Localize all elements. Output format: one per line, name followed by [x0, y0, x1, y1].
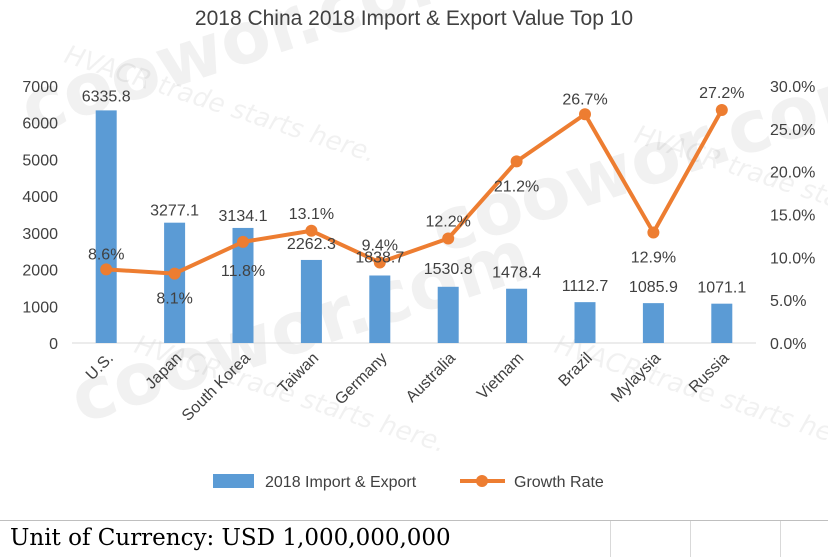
x-category-label: Brazil: [556, 350, 596, 390]
growth-data-label: 12.9%: [631, 249, 676, 266]
y-right-tick-label: 5.0%: [770, 293, 806, 310]
bar: [95, 110, 117, 344]
x-category-label: Mylaysia: [608, 350, 664, 406]
bar-data-label: 1478.4: [492, 265, 541, 282]
growth-rate-point: [647, 226, 660, 239]
bar-data-label: 1085.9: [629, 279, 678, 296]
growth-rate-point: [510, 155, 523, 168]
bar: [642, 303, 664, 343]
growth-data-label: 26.7%: [562, 91, 607, 108]
legend-bar-swatch: [213, 474, 254, 488]
growth-rate-point: [715, 103, 728, 116]
cell-divider: [610, 521, 611, 557]
growth-rate-point: [305, 224, 318, 237]
bar-data-label: 1112.7: [562, 278, 609, 295]
y-right-tick-label: 0.0%: [770, 336, 806, 353]
bar: [574, 302, 596, 343]
bar-data-label: 1071.1: [697, 280, 746, 297]
bar-data-label: 1838.7: [355, 249, 404, 266]
growth-data-label: 13.1%: [289, 206, 334, 223]
bar-data-label: 3134.1: [219, 208, 268, 225]
y-left-tick-label: 2000: [22, 263, 58, 280]
bar-data-label: 1530.8: [424, 261, 473, 278]
y-left-tick-label: 1000: [22, 299, 58, 316]
bar: [164, 222, 186, 343]
bar: [711, 303, 733, 343]
growth-data-label: 8.6%: [88, 246, 124, 263]
y-left-tick-label: 6000: [22, 116, 58, 133]
y-left-tick-label: 7000: [22, 79, 58, 96]
chart-svg: 2018 China 2018 Import & Export Value To…: [22, 7, 815, 491]
y-left-tick-label: 3000: [22, 226, 58, 243]
growth-rate-point: [579, 108, 591, 121]
growth-data-label: 21.2%: [494, 178, 539, 195]
x-category-label: Taiwan: [275, 350, 322, 397]
growth-rate-line: [106, 109, 724, 276]
y-left-tick-label: 5000: [22, 152, 58, 169]
growth-rate-point: [373, 256, 386, 269]
growth-rate-point: [100, 263, 113, 276]
y-right-tick-label: 20.0%: [770, 165, 815, 182]
growth-data-label: 27.2%: [699, 85, 744, 102]
bar-data-label: 2262.3: [287, 236, 336, 253]
chart-title: 2018 China 2018 Import & Export Value To…: [195, 7, 633, 30]
y-right-tick-label: 25.0%: [770, 122, 815, 139]
y-right-tick-label: 10.0%: [770, 250, 815, 267]
bar: [369, 275, 391, 343]
growth-data-label: 8.1%: [156, 291, 192, 308]
bar: [506, 288, 528, 343]
x-category-label: Australia: [403, 350, 459, 406]
cell-divider: [690, 521, 691, 557]
legend-label: Growth Rate: [514, 474, 604, 491]
y-left-tick-label: 4000: [22, 189, 58, 206]
x-category-label: Vietnam: [474, 350, 527, 403]
legend-line-marker: [476, 475, 488, 487]
y-right-tick-label: 30.0%: [770, 79, 815, 96]
growth-rate-point: [442, 232, 455, 245]
bar: [232, 227, 254, 343]
bar-data-label: 3277.1: [150, 203, 199, 220]
footer: Unit of Currency: USD 1,000,000,000: [0, 520, 828, 557]
bar: [437, 286, 459, 343]
currency-unit-note: Unit of Currency: USD 1,000,000,000: [10, 525, 451, 551]
x-category-label: Germany: [332, 350, 391, 409]
y-right-tick-label: 15.0%: [770, 208, 815, 225]
y-left-tick-label: 0: [49, 336, 58, 353]
legend-label: 2018 Import & Export: [265, 474, 417, 491]
growth-rate-point: [168, 267, 181, 280]
bar: [300, 259, 322, 343]
growth-data-label: 9.4%: [362, 237, 398, 254]
growth-rate-point: [237, 235, 249, 248]
bar-data-label: 6335.8: [82, 88, 131, 105]
x-category-label: U.S.: [83, 350, 117, 384]
x-category-label: Japan: [143, 350, 186, 393]
growth-data-label: 11.8%: [221, 263, 265, 280]
growth-data-label: 12.2%: [426, 213, 471, 230]
x-category-label: South Korea: [179, 350, 254, 425]
cell-divider: [780, 521, 781, 557]
x-category-label: Russia: [686, 350, 733, 397]
